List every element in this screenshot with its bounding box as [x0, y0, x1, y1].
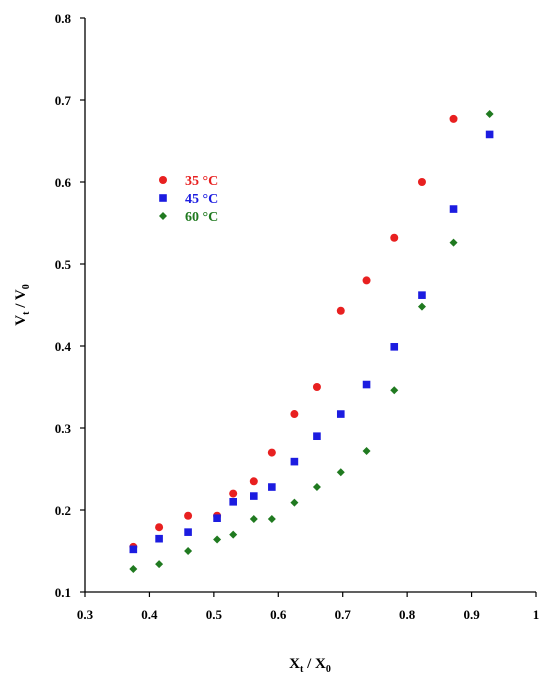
data-point [336, 306, 345, 315]
data-point [390, 343, 399, 351]
y-label-sep: / [13, 300, 29, 311]
data-point [229, 498, 237, 506]
legend-label: 35 °C [185, 174, 218, 189]
series-0 [129, 114, 458, 551]
data-point [312, 483, 321, 492]
legend: 35 °C 45 °C 60 °C [159, 174, 218, 225]
x-tick-label: 1 [533, 607, 540, 622]
axes [84, 18, 536, 593]
data-point [390, 233, 399, 242]
y-ticks: 0.1 0.2 0.3 0.4 0.5 0.6 0.7 0.8 [55, 11, 85, 600]
x-tick-label: 0.3 [77, 607, 94, 622]
series-2 [129, 109, 494, 574]
x-tick-label: 0.9 [463, 607, 480, 622]
data-point [336, 410, 345, 418]
x-tick-label: 0.4 [141, 607, 158, 622]
data-point [249, 477, 258, 486]
data-point [362, 446, 371, 455]
data-point [418, 291, 426, 299]
y-tick-label: 0.4 [55, 339, 72, 354]
data-point [184, 528, 192, 536]
y-label-main2: V [13, 289, 29, 300]
x-label-sep: / [303, 656, 315, 672]
x-tick-label: 0.8 [399, 607, 416, 622]
data-point [362, 276, 371, 285]
data-point [267, 448, 276, 457]
data-point [290, 498, 299, 507]
data-point [267, 515, 276, 524]
y-axis-label: Vt / V0 [13, 284, 32, 325]
data-point [155, 560, 164, 569]
series-1 [129, 130, 494, 554]
data-point [213, 514, 221, 522]
data-point [417, 302, 426, 311]
data-point [290, 410, 299, 419]
y-label-sub-t: t [21, 311, 32, 315]
y-tick-label: 0.7 [55, 93, 72, 108]
data-point [313, 432, 321, 440]
data-point [485, 109, 494, 118]
data-points [129, 109, 494, 574]
data-point [417, 178, 426, 186]
data-point [184, 511, 193, 520]
y-tick-label: 0.5 [55, 257, 72, 272]
data-point [390, 386, 399, 395]
y-tick-label: 0.3 [55, 421, 72, 436]
y-label-sub-0: 0 [21, 284, 32, 289]
x-ticks: 0.3 0.4 0.5 0.6 0.7 0.8 0.9 1 [77, 592, 539, 622]
x-axis-label: Xt / X0 [289, 656, 331, 675]
y-tick-label: 0.1 [55, 585, 71, 600]
legend-marker [159, 212, 167, 220]
data-point [449, 238, 458, 247]
data-point [229, 530, 238, 539]
x-tick-label: 0.6 [270, 607, 287, 622]
x-label-sub-t: t [300, 664, 304, 675]
data-point [129, 545, 138, 554]
data-point [184, 547, 193, 555]
y-label-main: V [13, 315, 29, 326]
data-point [249, 515, 258, 524]
legend-marker [159, 176, 167, 184]
data-point [336, 468, 345, 477]
x-tick-label: 0.7 [335, 607, 352, 622]
data-point [213, 535, 222, 544]
x-tick-label: 0.5 [206, 607, 223, 622]
legend-label: 45 °C [185, 192, 218, 207]
data-point [155, 534, 163, 543]
data-point [250, 492, 258, 500]
y-tick-label: 0.2 [55, 503, 71, 518]
data-point [129, 565, 138, 574]
data-point [155, 523, 164, 532]
data-point [362, 380, 371, 389]
data-point [485, 130, 494, 139]
x-label-main: X [289, 656, 300, 672]
data-point [312, 383, 321, 391]
y-tick-label: 0.6 [55, 175, 72, 190]
data-point [449, 205, 458, 213]
data-point [449, 114, 458, 123]
data-point [268, 483, 276, 491]
x-label-sub-0: 0 [326, 664, 331, 675]
data-point [229, 489, 238, 498]
data-point [290, 457, 299, 466]
legend-label: 60 °C [185, 210, 218, 225]
y-tick-label: 0.8 [55, 11, 72, 26]
x-label-main2: X [315, 656, 326, 672]
legend-marker [159, 194, 167, 202]
